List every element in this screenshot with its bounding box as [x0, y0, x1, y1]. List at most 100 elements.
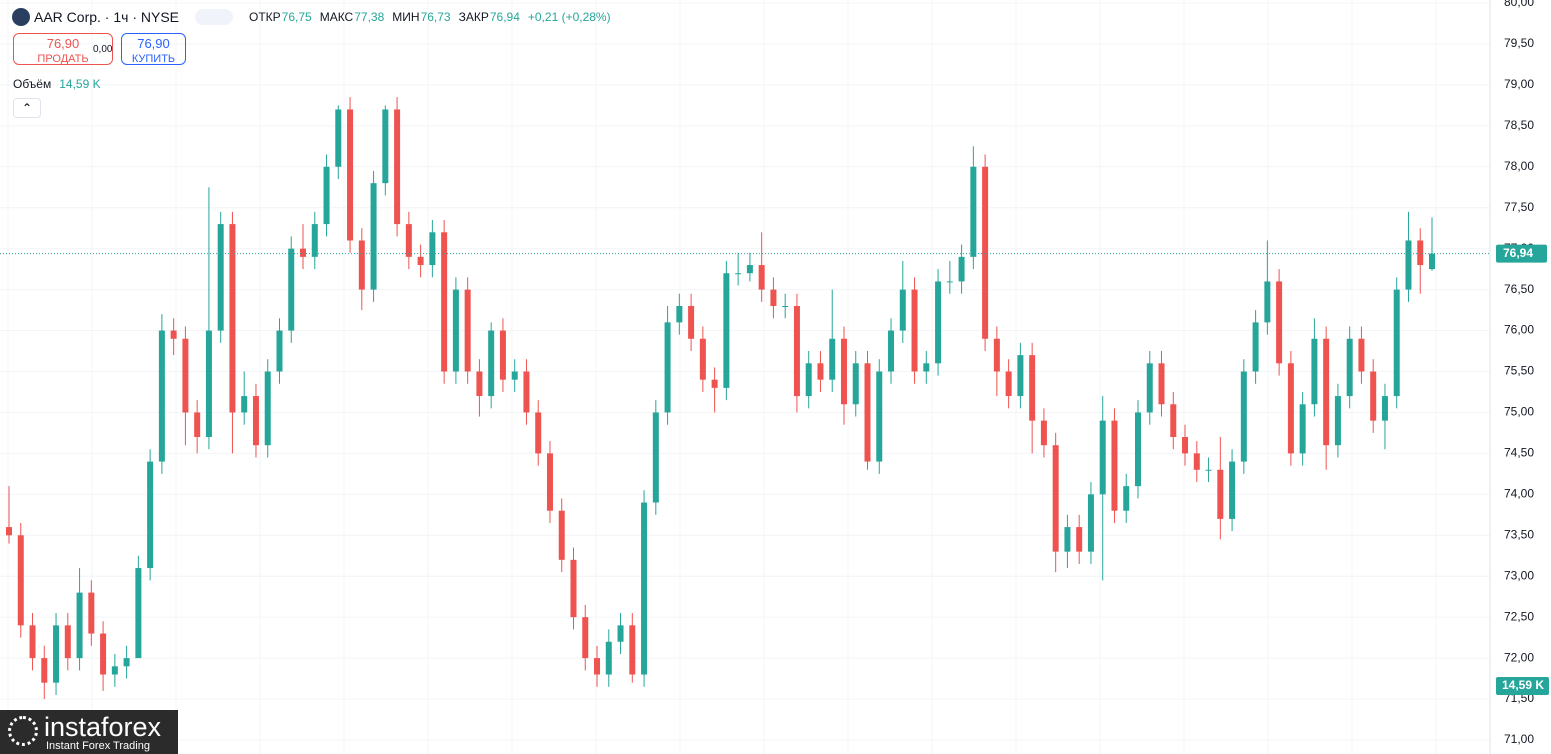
candle-body: [993, 338, 1000, 372]
volume-value: 14,59 K: [59, 77, 101, 91]
y-tick-label: 78,00: [1504, 159, 1534, 173]
candle-body: [735, 273, 742, 275]
candle-body: [1287, 363, 1294, 454]
y-tick-label: 74,00: [1504, 487, 1534, 501]
candle-body: [1311, 338, 1318, 405]
candle-body: [1252, 322, 1259, 372]
candle-body: [1264, 281, 1271, 323]
candle-body: [1099, 420, 1106, 495]
sell-label: ПРОДАТЬ: [37, 53, 89, 65]
candle-body: [417, 256, 424, 266]
candle-body: [1358, 338, 1365, 372]
candle-body: [770, 289, 777, 306]
candle-body: [135, 568, 142, 659]
candle-body: [488, 330, 495, 397]
candle-body: [805, 363, 812, 397]
candle-body: [523, 371, 530, 413]
ohlc-value: 77,38: [354, 10, 385, 24]
candle-body: [535, 412, 542, 454]
candle-body: [1146, 363, 1153, 413]
candle-body: [970, 166, 977, 257]
change: +0,21 (+0,28%): [527, 10, 611, 24]
candle-body: [1276, 281, 1283, 364]
symbol[interactable]: AAR Corp. · 1ч · NYSE: [34, 9, 179, 25]
y-tick-label: 78,50: [1504, 118, 1534, 132]
y-tick-label: 72,00: [1504, 650, 1534, 664]
candle-body: [441, 232, 448, 372]
watermark-logo: [8, 716, 38, 746]
volume-label: Объём: [13, 77, 52, 91]
candle-body: [793, 305, 800, 397]
candle-body: [958, 256, 965, 282]
candle-body: [1064, 527, 1071, 552]
ohlc: ОТКР76,75 МАКС77,38 МИН76,73 ЗАКР76,94: [249, 10, 528, 24]
candle-body: [1005, 371, 1012, 397]
collapse-button[interactable]: ⌃: [13, 98, 41, 118]
candle-body: [1393, 289, 1400, 397]
candle-body: [217, 224, 224, 331]
candle-body: [1205, 469, 1212, 471]
candle-body: [111, 666, 118, 675]
candle-body: [699, 338, 706, 380]
candle-body: [617, 625, 624, 642]
candle-body: [276, 330, 283, 372]
ohlc-label: ОТКР: [249, 10, 281, 24]
candle-body: [429, 232, 436, 266]
watermark-tagline: Instant Forex Trading: [46, 740, 150, 752]
y-tick-label: 77,50: [1504, 200, 1534, 214]
candle-body: [241, 396, 248, 413]
candle-body: [1334, 396, 1341, 446]
header: AAR Corp. · 1ч · NYSE ОТКР76,75 МАКС77,38…: [12, 8, 619, 26]
buy-price: 76,90: [137, 36, 170, 51]
candle-body: [1134, 412, 1141, 487]
candle-body: [252, 396, 259, 446]
candle-body: [582, 617, 589, 659]
last-price-label: 76,94: [1503, 246, 1533, 260]
candle-body: [347, 109, 354, 241]
watermark: instaforex Instant Forex Trading: [0, 710, 178, 754]
candle-body: [1017, 355, 1024, 397]
candle-body: [170, 330, 177, 339]
candle-body: [88, 592, 95, 634]
candle-body: [1417, 240, 1424, 266]
candle-body: [829, 338, 836, 380]
sell-price: 76,90: [46, 36, 80, 51]
candle-body: [370, 183, 377, 290]
y-tick-label: 75,50: [1504, 364, 1534, 378]
y-tick-label: 72,50: [1504, 609, 1534, 623]
sell-button[interactable]: 76,90 ПРОДАТЬ: [13, 33, 113, 65]
candle-body: [76, 592, 83, 659]
candle-body: [1182, 437, 1189, 454]
buy-button[interactable]: 76,90 КУПИТЬ: [121, 33, 186, 65]
y-tick-label: 73,00: [1504, 568, 1534, 582]
candle-body: [1123, 486, 1130, 511]
candle-body: [899, 289, 906, 331]
candle-body: [300, 248, 307, 257]
candle-body: [840, 338, 847, 405]
candle-body: [605, 641, 612, 675]
candle-body: [158, 330, 165, 462]
candle-body: [1040, 420, 1047, 446]
candle-body: [1217, 469, 1224, 519]
candle-body: [641, 502, 648, 675]
status-pill[interactable]: [195, 9, 233, 25]
candle-body: [6, 527, 12, 536]
candle-body: [864, 363, 871, 462]
candle-body: [629, 625, 636, 675]
candle-body: [876, 371, 883, 462]
candle-body: [711, 379, 718, 388]
candle-body: [1381, 396, 1388, 421]
candle-body: [688, 305, 695, 339]
y-tick-label: 76,00: [1504, 323, 1534, 337]
candle-body: [1370, 371, 1377, 421]
last-price-tag: [1496, 244, 1547, 263]
candle-body: [1405, 240, 1412, 290]
symbol-icon: [12, 8, 30, 26]
candle-body: [1111, 420, 1118, 511]
y-tick-label: 79,00: [1504, 77, 1534, 91]
candle-body: [888, 330, 895, 372]
candle-body: [923, 363, 930, 372]
candle-body: [123, 658, 130, 667]
candle-body: [758, 265, 765, 290]
y-tick-label: 79,50: [1504, 36, 1534, 50]
